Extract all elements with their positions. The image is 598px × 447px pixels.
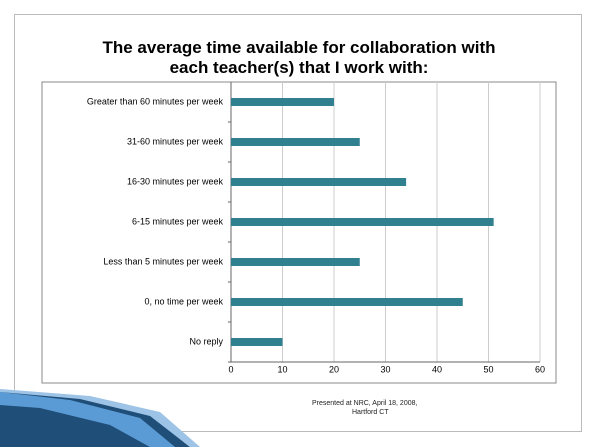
x-tick-label: 10 bbox=[277, 364, 287, 374]
bar bbox=[231, 338, 283, 346]
decoration bbox=[0, 389, 200, 447]
y-tick-label: Less than 5 minutes per week bbox=[103, 256, 223, 266]
x-tick-label: 40 bbox=[432, 364, 442, 374]
y-tick-label: 31-60 minutes per week bbox=[127, 136, 224, 146]
footer: Hartford CT bbox=[352, 409, 389, 416]
x-tick-label: 0 bbox=[228, 364, 233, 374]
y-tick-label: Greater than 60 minutes per week bbox=[87, 96, 224, 106]
x-tick-label: 30 bbox=[380, 364, 390, 374]
y-tick-label: 0, no time per week bbox=[144, 296, 223, 306]
y-tick-label: 6-15 minutes per week bbox=[132, 216, 224, 226]
bar bbox=[231, 98, 334, 106]
x-tick-label: 50 bbox=[483, 364, 493, 374]
bar bbox=[231, 178, 407, 186]
decoration bbox=[0, 392, 175, 447]
bar bbox=[231, 258, 360, 266]
chart-box bbox=[41, 81, 557, 384]
bar bbox=[231, 298, 463, 306]
bar bbox=[231, 138, 360, 146]
slide-frame bbox=[14, 14, 582, 432]
y-tick-label: No reply bbox=[189, 336, 223, 346]
x-tick-label: 20 bbox=[329, 364, 339, 374]
chart-title: The average time available for collabora… bbox=[102, 38, 496, 77]
y-tick-label: 16-30 minutes per week bbox=[127, 176, 224, 186]
x-tick-label: 60 bbox=[535, 364, 545, 374]
bar bbox=[231, 218, 494, 226]
footer: Presented at NRC, April 18, 2008, bbox=[312, 400, 418, 407]
